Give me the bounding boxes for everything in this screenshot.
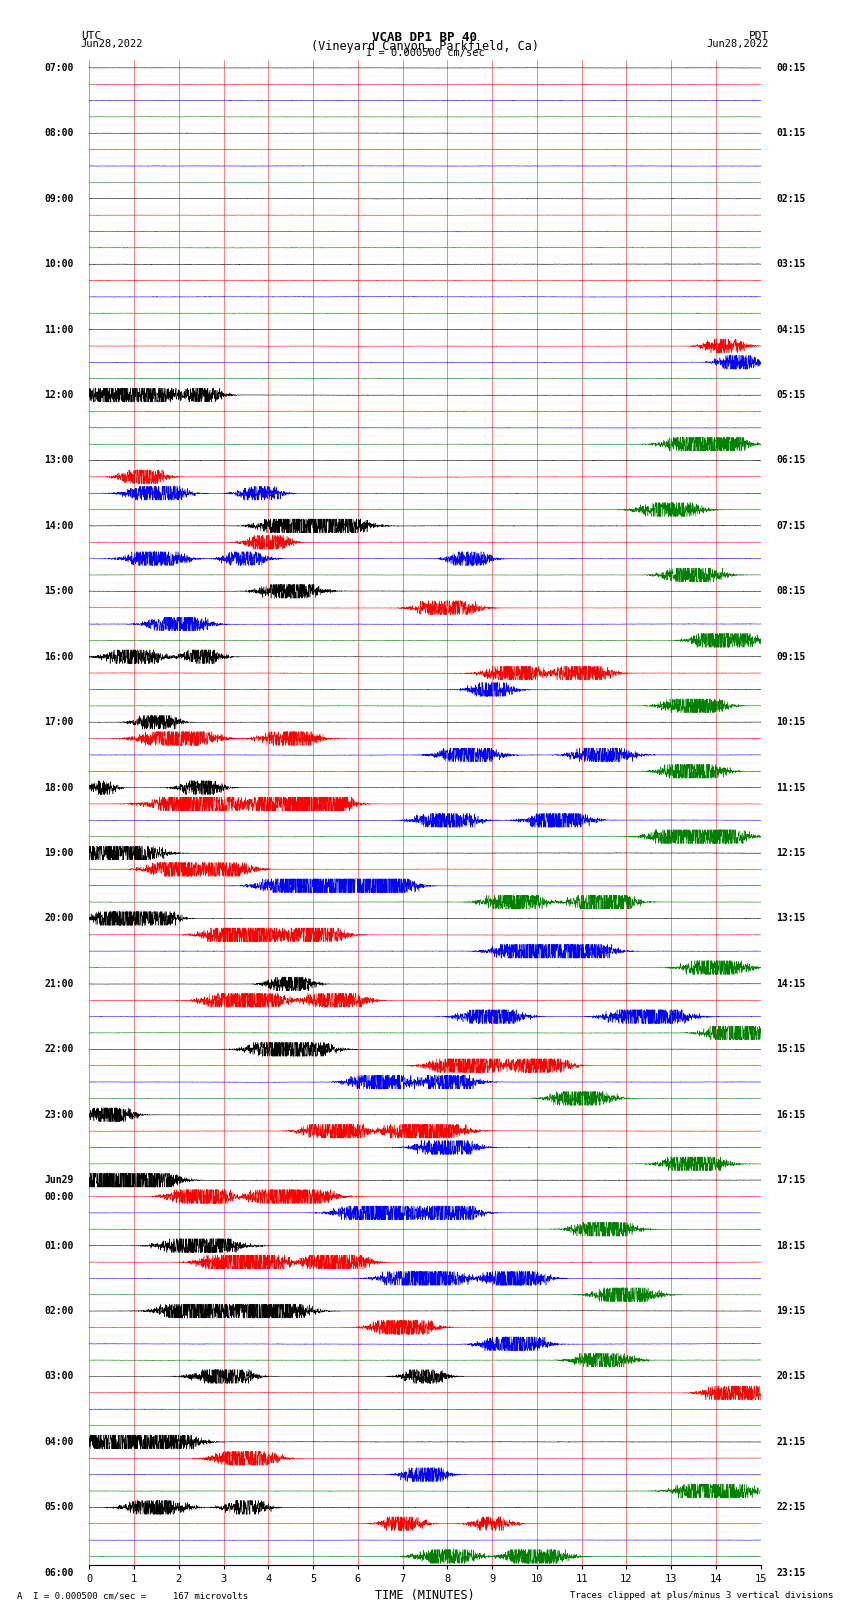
Text: 17:15: 17:15 (776, 1176, 806, 1186)
Text: VCAB DP1 BP 40: VCAB DP1 BP 40 (372, 31, 478, 45)
Text: 08:15: 08:15 (776, 586, 806, 597)
Text: 16:15: 16:15 (776, 1110, 806, 1119)
Text: 03:15: 03:15 (776, 260, 806, 269)
Text: 06:15: 06:15 (776, 455, 806, 466)
Text: 19:00: 19:00 (44, 848, 74, 858)
Text: 05:15: 05:15 (776, 390, 806, 400)
Text: 23:00: 23:00 (44, 1110, 74, 1119)
Text: Jun28,2022: Jun28,2022 (81, 39, 144, 48)
Text: 11:00: 11:00 (44, 324, 74, 334)
Text: 08:00: 08:00 (44, 129, 74, 139)
Text: 18:15: 18:15 (776, 1240, 806, 1250)
Text: 02:15: 02:15 (776, 194, 806, 203)
Text: PDT: PDT (749, 31, 769, 42)
Text: 10:15: 10:15 (776, 718, 806, 727)
Text: Traces clipped at plus/minus 3 vertical divisions: Traces clipped at plus/minus 3 vertical … (570, 1590, 833, 1600)
Text: 12:00: 12:00 (44, 390, 74, 400)
Text: 14:00: 14:00 (44, 521, 74, 531)
Text: 02:00: 02:00 (44, 1307, 74, 1316)
Text: 20:15: 20:15 (776, 1371, 806, 1381)
Text: 04:15: 04:15 (776, 324, 806, 334)
Text: 23:15: 23:15 (776, 1568, 806, 1578)
Text: 09:00: 09:00 (44, 194, 74, 203)
Text: (Vineyard Canyon, Parkfield, Ca): (Vineyard Canyon, Parkfield, Ca) (311, 39, 539, 53)
Text: I = 0.000500 cm/sec: I = 0.000500 cm/sec (366, 47, 484, 58)
Text: 10:00: 10:00 (44, 260, 74, 269)
Text: 12:15: 12:15 (776, 848, 806, 858)
Text: 21:15: 21:15 (776, 1437, 806, 1447)
Text: UTC: UTC (81, 31, 101, 42)
Text: Jun28,2022: Jun28,2022 (706, 39, 769, 48)
Text: 22:00: 22:00 (44, 1044, 74, 1055)
Text: 05:00: 05:00 (44, 1502, 74, 1513)
Text: 18:00: 18:00 (44, 782, 74, 792)
Text: 13:00: 13:00 (44, 455, 74, 466)
Text: 00:00: 00:00 (44, 1192, 74, 1202)
Text: 22:15: 22:15 (776, 1502, 806, 1513)
Text: 19:15: 19:15 (776, 1307, 806, 1316)
Text: 21:00: 21:00 (44, 979, 74, 989)
Text: 04:00: 04:00 (44, 1437, 74, 1447)
Text: 20:00: 20:00 (44, 913, 74, 924)
Text: 09:15: 09:15 (776, 652, 806, 661)
Text: 01:00: 01:00 (44, 1240, 74, 1250)
Text: 00:15: 00:15 (776, 63, 806, 73)
Text: 06:00: 06:00 (44, 1568, 74, 1578)
Text: 15:00: 15:00 (44, 586, 74, 597)
Text: 17:00: 17:00 (44, 718, 74, 727)
Text: 11:15: 11:15 (776, 782, 806, 792)
Text: 07:00: 07:00 (44, 63, 74, 73)
Text: 15:15: 15:15 (776, 1044, 806, 1055)
Text: 03:00: 03:00 (44, 1371, 74, 1381)
Text: Jun29: Jun29 (44, 1176, 74, 1186)
X-axis label: TIME (MINUTES): TIME (MINUTES) (375, 1589, 475, 1602)
Text: 13:15: 13:15 (776, 913, 806, 924)
Text: A  I = 0.000500 cm/sec =     167 microvolts: A I = 0.000500 cm/sec = 167 microvolts (17, 1590, 248, 1600)
Text: 16:00: 16:00 (44, 652, 74, 661)
Text: 01:15: 01:15 (776, 129, 806, 139)
Text: 07:15: 07:15 (776, 521, 806, 531)
Text: 14:15: 14:15 (776, 979, 806, 989)
